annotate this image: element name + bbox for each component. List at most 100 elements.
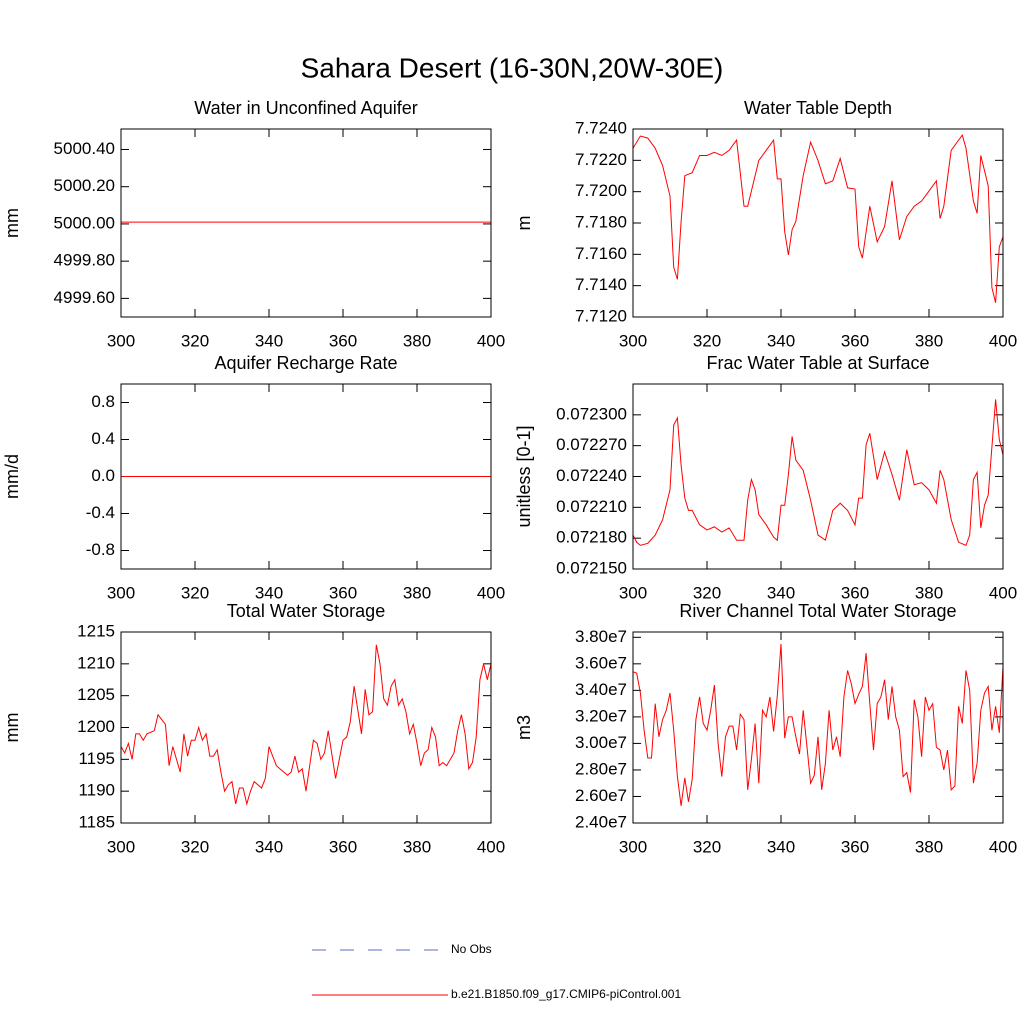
y-tick-label: 1185 — [78, 812, 115, 831]
y-tick-label: -0.4 — [86, 503, 115, 522]
x-tick-label: 300 — [619, 837, 647, 856]
x-tick-label: 320 — [181, 331, 209, 350]
y-tick-label: 0.072150 — [556, 558, 627, 577]
y-axis-label: mm/d — [2, 454, 22, 499]
panel-title: Total Water Storage — [227, 601, 385, 621]
y-tick-label: 1205 — [77, 685, 115, 704]
y-tick-label: 7.7160 — [575, 244, 627, 263]
y-tick-label: 4999.60 — [54, 288, 115, 307]
x-tick-label: 300 — [107, 583, 135, 602]
panel-title: Frac Water Table at Surface — [706, 353, 929, 373]
x-tick-label: 400 — [989, 583, 1017, 602]
y-tick-label: 0.072240 — [556, 466, 627, 485]
x-tick-label: 320 — [181, 837, 209, 856]
x-tick-label: 380 — [403, 331, 431, 350]
y-tick-label: -0.8 — [86, 540, 115, 559]
x-tick-label: 340 — [255, 331, 283, 350]
y-axis-label: unitless [0-1] — [514, 425, 534, 527]
data-line — [120, 644, 492, 806]
plot-frame — [632, 128, 1004, 318]
y-tick-label: 0.072300 — [556, 404, 627, 423]
plot-frame — [120, 128, 492, 318]
x-tick-label: 400 — [477, 331, 505, 350]
x-tick-label: 400 — [477, 837, 505, 856]
y-tick-label: 1190 — [78, 781, 115, 800]
x-tick-label: 340 — [767, 331, 795, 350]
x-tick-label: 300 — [619, 331, 647, 350]
data-line — [632, 643, 1004, 806]
x-tick-label: 320 — [693, 583, 721, 602]
legend-label: b.e21.B1850.f09_g17.CMIP6-piControl.001 — [451, 987, 681, 1001]
figure-title: Sahara Desert (16-30N,20W-30E) — [301, 52, 724, 83]
y-tick-label: 1195 — [78, 749, 115, 768]
x-tick-label: 360 — [329, 331, 357, 350]
y-axis-label: mm — [2, 208, 22, 238]
x-tick-label: 400 — [477, 583, 505, 602]
y-tick-label: 5000.00 — [54, 213, 115, 232]
y-tick-label: 7.7180 — [575, 212, 627, 231]
plot-frame — [632, 383, 1004, 570]
y-tick-label: 3.00e7 — [575, 733, 627, 752]
x-tick-label: 400 — [989, 331, 1017, 350]
x-tick-label: 360 — [841, 837, 869, 856]
x-tick-label: 360 — [841, 583, 869, 602]
x-tick-label: 320 — [181, 583, 209, 602]
panel-title: Aquifer Recharge Rate — [214, 353, 397, 373]
x-tick-label: 340 — [255, 837, 283, 856]
x-tick-label: 400 — [989, 837, 1017, 856]
y-tick-label: 7.7200 — [575, 181, 627, 200]
y-tick-label: 1215 — [77, 621, 115, 640]
y-tick-label: 3.60e7 — [575, 653, 627, 672]
legend-label: No Obs — [451, 942, 492, 956]
y-tick-label: 3.40e7 — [575, 680, 627, 699]
x-tick-label: 380 — [915, 837, 943, 856]
x-tick-label: 380 — [915, 331, 943, 350]
x-tick-label: 360 — [329, 837, 357, 856]
x-tick-label: 320 — [693, 837, 721, 856]
y-tick-label: 0.072270 — [556, 435, 627, 454]
y-tick-label: 2.60e7 — [575, 786, 627, 805]
y-axis-label: mm — [2, 713, 22, 743]
x-tick-label: 380 — [915, 583, 943, 602]
data-line — [632, 133, 1004, 303]
y-tick-label: 0.8 — [91, 392, 115, 411]
y-tick-label: 0.4 — [91, 429, 115, 448]
panel-title: River Channel Total Water Storage — [679, 601, 956, 621]
plot-frame — [120, 631, 492, 824]
data-line — [632, 399, 1004, 547]
y-tick-label: 0.072210 — [556, 497, 627, 516]
y-tick-label: 5000.20 — [54, 176, 115, 195]
y-tick-label: 7.7220 — [575, 150, 627, 169]
plot-frame — [120, 383, 492, 570]
y-tick-label: 4999.80 — [54, 251, 115, 270]
y-axis-label: m — [514, 216, 534, 231]
x-tick-label: 360 — [841, 331, 869, 350]
plot-frame — [632, 631, 1004, 824]
y-tick-label: 3.20e7 — [575, 706, 627, 725]
y-tick-label: 2.80e7 — [575, 759, 627, 778]
panel-title: Water Table Depth — [744, 98, 892, 118]
y-tick-label: 0.072180 — [556, 528, 627, 547]
x-tick-label: 340 — [255, 583, 283, 602]
x-tick-label: 300 — [619, 583, 647, 602]
x-tick-label: 340 — [767, 837, 795, 856]
x-tick-label: 360 — [329, 583, 357, 602]
y-tick-label: 2.40e7 — [575, 812, 627, 831]
x-tick-label: 380 — [403, 837, 431, 856]
x-tick-label: 300 — [107, 331, 135, 350]
x-tick-label: 340 — [767, 583, 795, 602]
panel-title: Water in Unconfined Aquifer — [194, 98, 417, 118]
y-tick-label: 3.80e7 — [575, 627, 627, 646]
y-tick-label: 0.0 — [91, 466, 115, 485]
x-tick-label: 320 — [693, 331, 721, 350]
y-axis-label: m3 — [514, 715, 534, 740]
y-tick-label: 1210 — [77, 653, 115, 672]
x-tick-label: 380 — [403, 583, 431, 602]
y-tick-label: 7.7140 — [575, 275, 627, 294]
y-tick-label: 7.7120 — [575, 306, 627, 325]
x-tick-label: 300 — [107, 837, 135, 856]
y-tick-label: 5000.40 — [54, 139, 115, 158]
y-tick-label: 1200 — [77, 717, 115, 736]
